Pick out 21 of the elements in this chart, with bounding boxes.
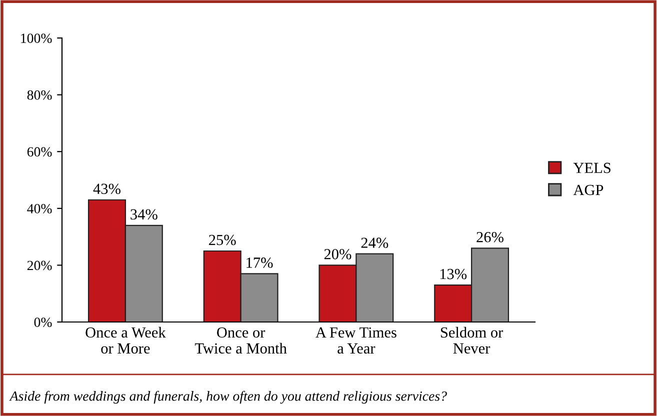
text: 17% [246,258,273,268]
text: 13% [440,268,467,280]
y-tick-label: 100% [21,34,52,43]
y-tick-label: 20% [27,260,52,270]
x-tick-label: Once or Twice a Month [194,327,287,354]
text: 26% [476,232,504,242]
text: 20% [324,249,352,260]
y-tick-label: 0% [34,318,52,327]
x-tick-label: Seldom or Never [440,326,504,354]
legend-label: AGP [573,184,604,196]
x-tick-label: A Few Times a Year [316,327,396,354]
y-tick-label: 60% [27,147,52,157]
text: 24% [361,238,388,248]
text: 25% [209,234,236,246]
x-tick-label: Once a Week or More [86,326,166,354]
text: 34% [130,209,158,220]
text: 43% [93,184,120,194]
y-tick-label: 80% [27,90,52,100]
y-tick-label: 40% [27,204,52,214]
text: Aside from weddings and funerals, how often do you attend religious services? [9,390,447,404]
legend-label: YELS [573,162,610,174]
